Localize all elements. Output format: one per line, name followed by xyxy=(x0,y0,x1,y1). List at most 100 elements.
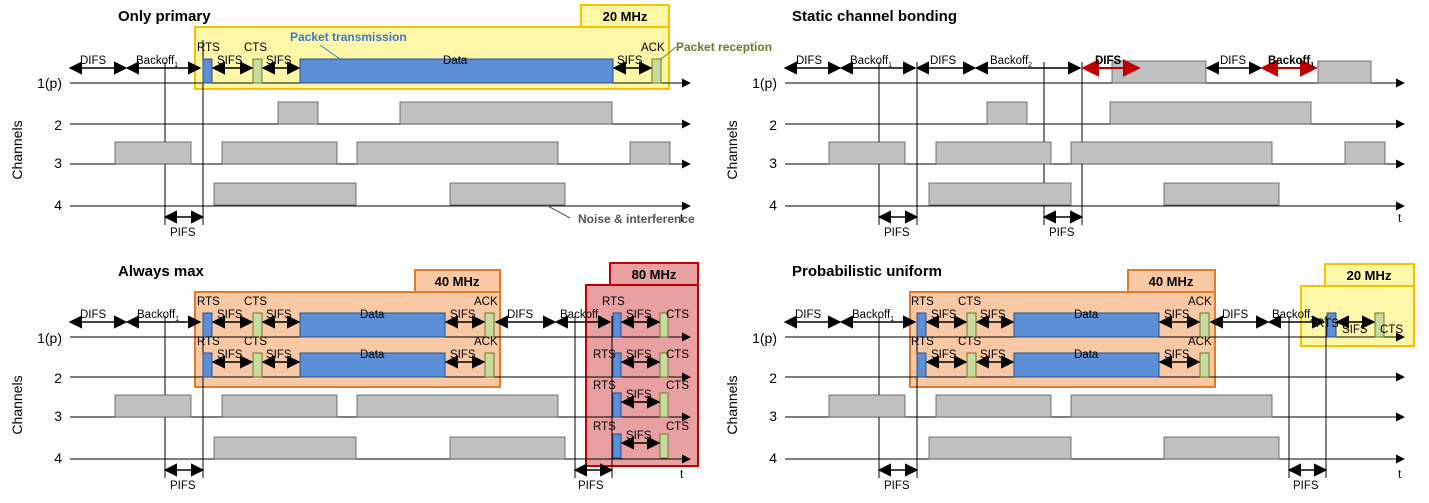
timeline-label: SIFS xyxy=(617,55,643,67)
timeline-label: DIFS xyxy=(930,55,957,67)
timeline-label: Backoff1 xyxy=(137,309,179,323)
channel-label-2: 2 xyxy=(769,370,777,386)
bandwidth-tag xyxy=(1127,269,1216,293)
panel-static-channel-bonding: Static channel bonding Channels 1(p) 2 3… xyxy=(724,8,1405,239)
panel-title: Static channel bonding xyxy=(792,8,957,25)
noise-blocks xyxy=(114,394,566,460)
timeline-label: PIFS xyxy=(170,480,196,492)
annotation-packet-reception: Packet reception xyxy=(676,40,772,54)
timeline-label: CTS xyxy=(1380,324,1403,336)
timeline-label: Backoff1 xyxy=(850,55,892,69)
channel-label-2: 2 xyxy=(54,117,62,133)
bandwidth-tag xyxy=(580,4,670,28)
timeline-label: SIFS xyxy=(217,309,243,321)
timeline-label: RTS xyxy=(593,349,616,361)
time-label: t xyxy=(680,469,684,481)
timeline-label: SIFS xyxy=(626,309,652,321)
timeline-label: Data xyxy=(1074,349,1099,361)
channel-label-2: 2 xyxy=(769,117,777,133)
timeline-label: SIFS xyxy=(266,55,292,67)
bandwidth-label: 40 MHz xyxy=(1149,274,1194,289)
timeline-label: RTS xyxy=(593,421,616,433)
timeline-label: RTS xyxy=(1316,318,1339,330)
timeline-label: SIFS xyxy=(626,430,652,442)
timeline-label: DIFS xyxy=(796,55,823,67)
channel-label-2: 2 xyxy=(54,370,62,386)
bandwidth-tag xyxy=(609,262,699,286)
timeline-label: PIFS xyxy=(1049,227,1075,239)
panel-always-max: Always max 40 MHz 80 MHz Channels 1(p) 2… xyxy=(9,262,699,492)
timeline-label: DIFS xyxy=(80,309,107,321)
timeline-label: SIFS xyxy=(1164,349,1190,361)
timeline-label: SIFS xyxy=(1164,309,1190,321)
timeline-label: SIFS xyxy=(1342,324,1368,336)
timeline-label: Data xyxy=(360,349,385,361)
timeline-label: SIFS xyxy=(217,349,243,361)
channels-axis-label: Channels xyxy=(724,375,740,434)
channel-label-3: 3 xyxy=(769,155,777,171)
channel-label-4: 4 xyxy=(54,450,62,466)
timeline-label: SIFS xyxy=(980,309,1006,321)
bandwidth-box-40mhz xyxy=(909,291,1216,388)
time-label: t xyxy=(1398,213,1402,225)
timeline-label: DIFS xyxy=(1222,309,1249,321)
annotation-leader xyxy=(659,46,677,61)
timeline-label: CTS xyxy=(244,336,267,348)
timeline-label: RTS xyxy=(911,296,934,308)
channel-label-4: 4 xyxy=(769,197,777,213)
panel-only-primary: Only primary 20 MHz Channels 1(p) 2 3 4 … xyxy=(9,4,772,239)
bandwidth-tag xyxy=(1324,263,1415,287)
timeline-label: Backoff2 xyxy=(560,309,602,323)
bandwidth-label: 40 MHz xyxy=(435,274,480,289)
channel-label-1: 1(p) xyxy=(37,330,62,346)
noise-blocks xyxy=(114,101,671,206)
timeline-label: Data xyxy=(443,55,468,67)
timeline-label: RTS xyxy=(602,296,625,308)
timeline-label: CTS xyxy=(958,336,981,348)
panel-title: Probabilistic uniform xyxy=(792,263,942,280)
timeline-label: CTS xyxy=(666,309,689,321)
timeline-label: SIFS xyxy=(931,309,957,321)
noise-blocks xyxy=(828,60,1386,206)
timeline-label: SIFS xyxy=(217,55,243,67)
annotation-noise-text: Noise & interference xyxy=(578,212,695,226)
timeline-label: CTS xyxy=(958,296,981,308)
timeline-label: ACK xyxy=(474,336,498,348)
data-block xyxy=(299,58,614,84)
timeline-label: SIFS xyxy=(931,349,957,361)
channel-label-1: 1(p) xyxy=(37,75,62,91)
channel-label-3: 3 xyxy=(54,155,62,171)
timing-arrows xyxy=(783,315,1376,477)
bandwidth-label: 20 MHz xyxy=(1347,268,1392,283)
channel-label-1: 1(p) xyxy=(752,330,777,346)
timeline-label: PIFS xyxy=(884,227,910,239)
cts-block xyxy=(252,58,263,84)
timeline-label: DIFS xyxy=(1220,55,1247,67)
annotation-packet-transmission: Packet transmission xyxy=(290,30,407,44)
channels-axis-label: Channels xyxy=(9,120,25,179)
annotation-noise: Noise & interference xyxy=(578,212,695,226)
noise-blocks xyxy=(828,394,1280,460)
panel-title: Only primary xyxy=(118,8,211,25)
timeline-label: RTS xyxy=(593,380,616,392)
timeline-label: SIFS xyxy=(980,349,1006,361)
timeline-label: PIFS xyxy=(578,480,604,492)
timing-arrows xyxy=(68,315,661,477)
timeline-label: CTS xyxy=(244,296,267,308)
channel-label-3: 3 xyxy=(54,408,62,424)
timeline-label: CTS xyxy=(666,421,689,433)
timeline-label: SIFS xyxy=(450,349,476,361)
timeline-label: DIFS xyxy=(795,309,822,321)
bandwidth-tag xyxy=(414,269,501,293)
timeline-label: Backoff1 xyxy=(852,309,894,323)
timeline-label: RTS xyxy=(197,42,220,54)
timeline-label: DIFS xyxy=(80,55,107,67)
timeline-label: ACK xyxy=(641,42,665,54)
timeline-label: CTS xyxy=(666,380,689,392)
rts-block xyxy=(202,58,213,84)
timeline-label: SIFS xyxy=(450,309,476,321)
bandwidth-label: 20 MHz xyxy=(603,9,648,24)
channel-label-3: 3 xyxy=(769,408,777,424)
time-label: t xyxy=(680,213,684,225)
